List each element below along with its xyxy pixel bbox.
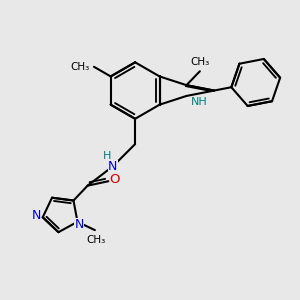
Text: N: N [108,160,118,173]
Text: CH₃: CH₃ [87,235,106,245]
Text: O: O [109,173,120,186]
Text: N: N [74,218,84,231]
Text: CH₃: CH₃ [190,57,209,68]
Text: CH₃: CH₃ [70,62,89,72]
Text: N: N [32,209,41,222]
Text: NH: NH [191,98,208,107]
Text: H: H [103,151,112,161]
